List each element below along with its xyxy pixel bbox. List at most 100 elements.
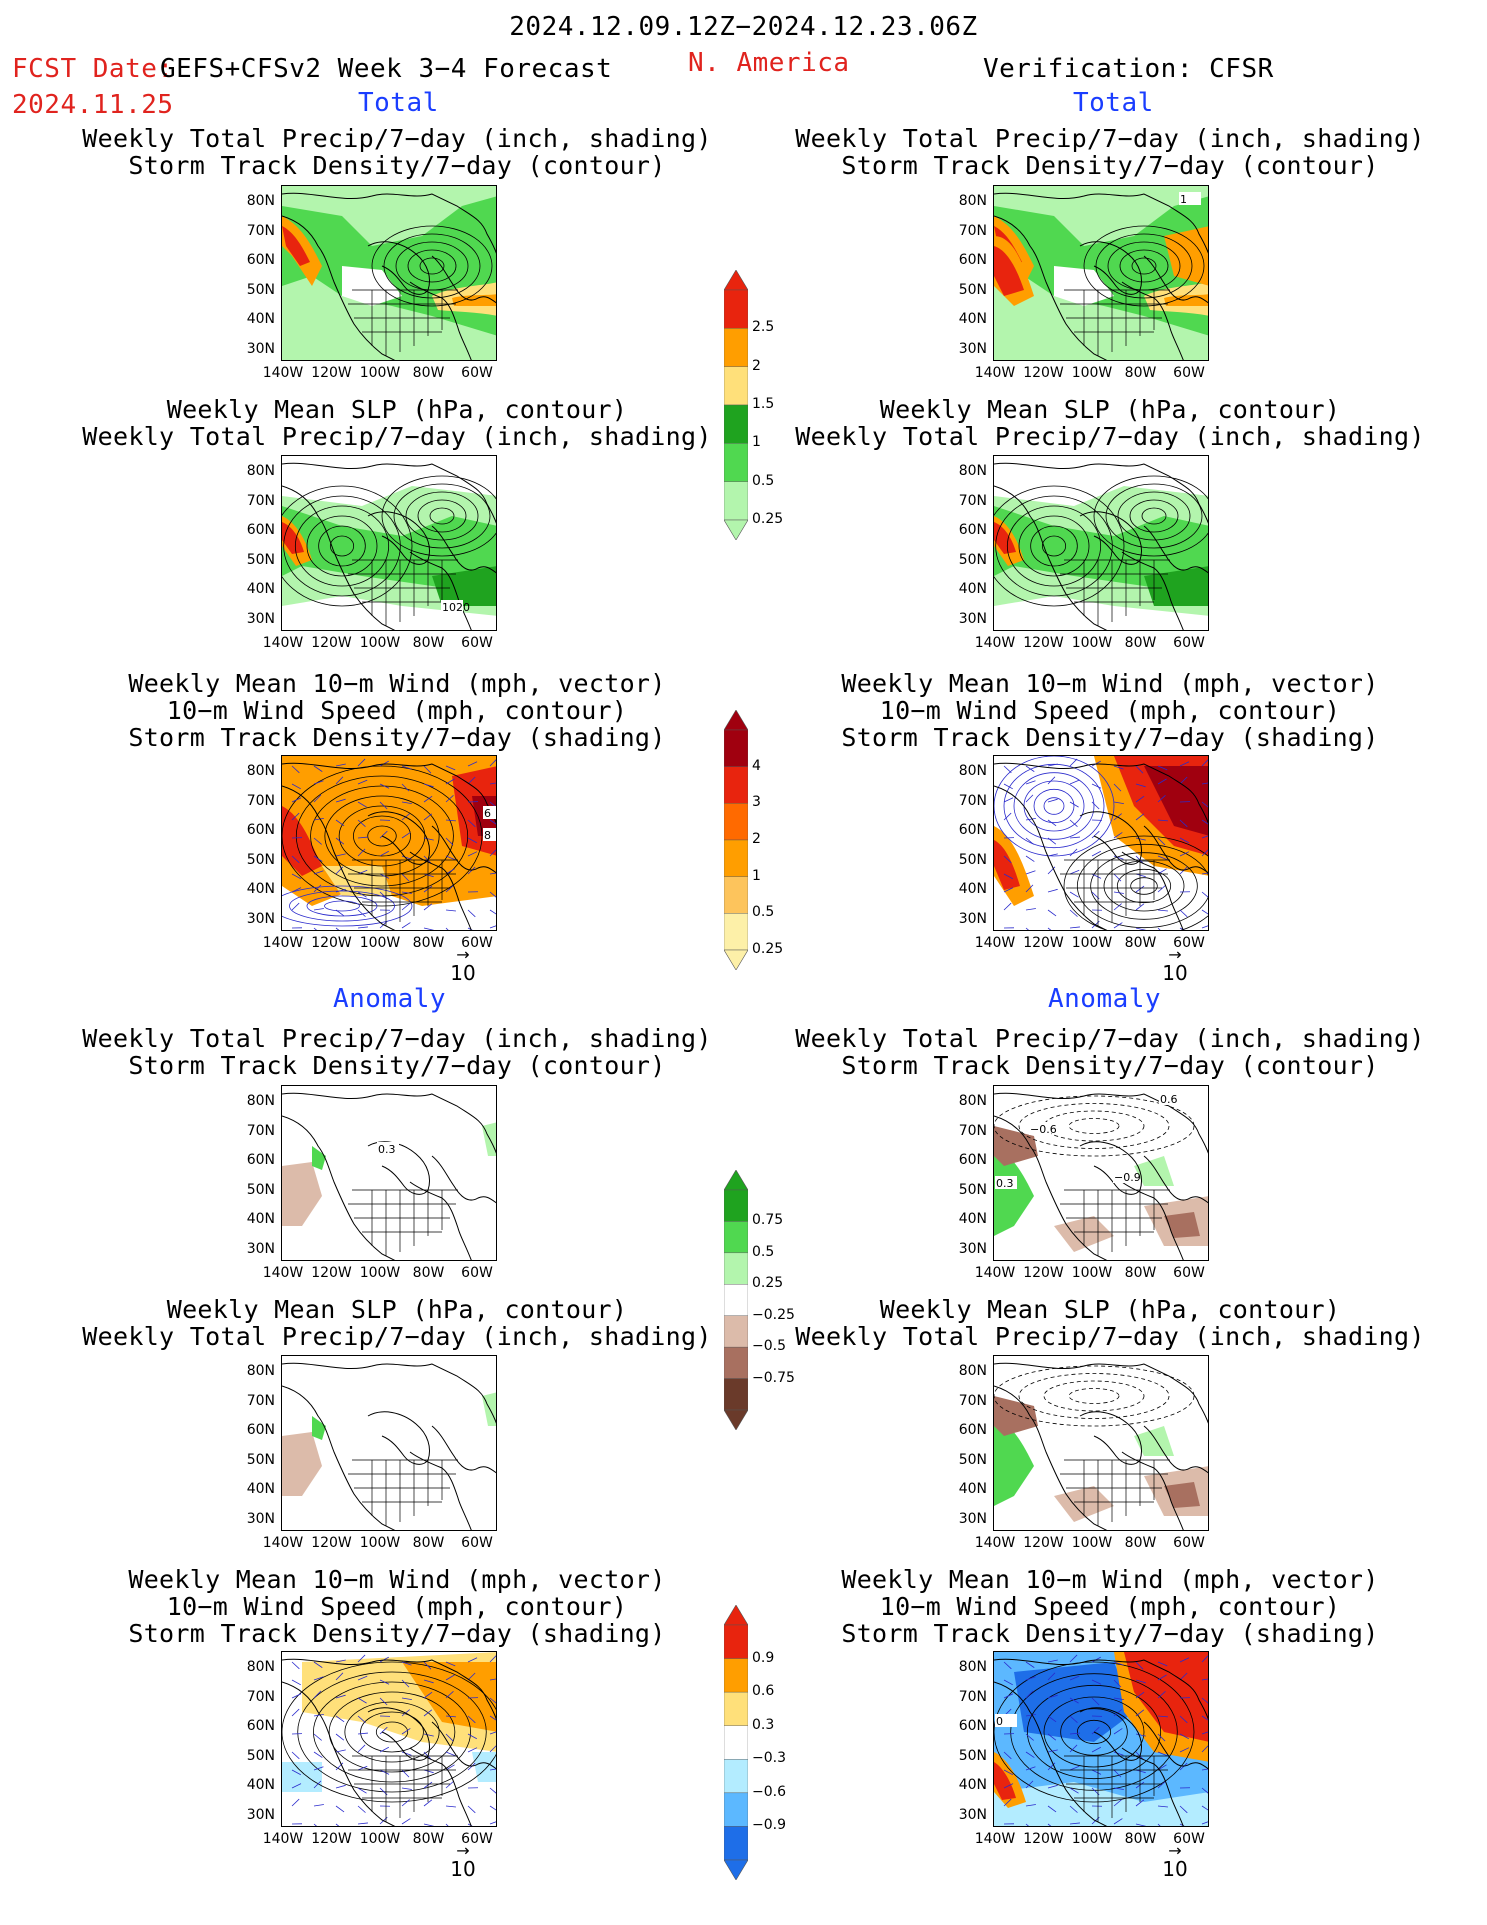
lon-label: 80W	[1124, 1265, 1157, 1281]
colorbar-storm	[724, 710, 748, 970]
lon-label: 100W	[359, 1535, 401, 1551]
map-graphic	[994, 456, 1208, 630]
lat-label: 80N	[958, 193, 987, 209]
panel-title-r2: Weekly Mean SLP (hPa, contour) Weekly Tot…	[710, 396, 1487, 450]
contour-label: 8	[484, 829, 491, 842]
lon-label: 60W	[461, 635, 493, 651]
colorbar-label: 0.25	[752, 941, 784, 957]
lat-label: 70N	[958, 792, 987, 809]
lat-label: 60N	[246, 522, 275, 538]
panel-title-line: Storm Track Density/7−day (contour)	[128, 1051, 666, 1080]
contour-label: −0.9	[1114, 1171, 1141, 1184]
map-graphic: 0.3	[282, 1086, 496, 1260]
section-total-right: Total	[1073, 88, 1154, 118]
lat-label: 30N	[246, 1510, 275, 1527]
panel-title-l5: Weekly Mean SLP (hPa, contour) Weekly Tot…	[0, 1296, 797, 1350]
map-panel-l1	[281, 185, 497, 361]
panel-title-line: Weekly Mean 10−m Wind (mph, vector)	[841, 669, 1379, 698]
lon-label: 140W	[974, 365, 1016, 381]
panel-title-line: 10−m Wind Speed (mph, contour)	[879, 1592, 1341, 1621]
map-graphic	[994, 1356, 1208, 1530]
lat-label: 60N	[958, 522, 987, 538]
colorbar-precip_anom	[724, 1170, 748, 1430]
colorbar-label: 1	[752, 867, 761, 884]
map-panel-r5	[993, 1355, 1209, 1531]
lon-label: 80W	[1124, 1831, 1157, 1847]
panel-title-r1: Weekly Total Precip/7−day (inch, shading…	[710, 125, 1487, 179]
lon-label: 60W	[1173, 365, 1205, 381]
panel-title-line: Weekly Total Precip/7−day (inch, shading…	[82, 124, 712, 153]
lon-label: 100W	[359, 935, 401, 951]
lon-label: 80W	[412, 365, 445, 381]
lat-label: 40N	[246, 881, 275, 897]
lat-label: 40N	[958, 881, 987, 897]
vector-arrow: →	[456, 945, 470, 964]
lat-label: 30N	[246, 340, 275, 357]
colorbar-label: 2	[752, 831, 761, 847]
lat-label: 80N	[958, 1093, 987, 1109]
panel-title-line: Weekly Total Precip/7−day (inch, shading…	[795, 1322, 1425, 1351]
panel-title-l4: Weekly Total Precip/7−day (inch, shading…	[0, 1025, 797, 1079]
colorbar-storm_anom	[724, 1605, 748, 1880]
region-label: N. America	[688, 48, 850, 78]
model-label: GEFS+CFSv2 Week 3−4 Forecast	[160, 54, 613, 84]
panel-title-line: Storm Track Density/7−day (shading)	[128, 723, 666, 752]
lon-label: 140W	[974, 1535, 1016, 1551]
panel-title-line: Weekly Total Precip/7−day (inch, shading…	[795, 1024, 1425, 1053]
lat-label: 40N	[246, 1481, 275, 1497]
panel-title-line: Storm Track Density/7−day (contour)	[841, 1051, 1379, 1080]
lat-label: 40N	[958, 1481, 987, 1497]
lat-label: 50N	[958, 1451, 987, 1468]
colorbar-label: 2.5	[752, 319, 775, 336]
lon-label: 100W	[1071, 935, 1113, 951]
colorbar-label: 2	[752, 357, 761, 374]
panel-title-line: Weekly Total Precip/7−day (inch, shading…	[82, 422, 712, 451]
panel-title-line: Weekly Mean SLP (hPa, contour)	[166, 1295, 628, 1324]
map-panel-l2: 1020	[281, 455, 497, 631]
lon-label: 140W	[262, 365, 304, 381]
panel-title-line: Storm Track Density/7−day (shading)	[841, 1619, 1379, 1648]
lat-label: 30N	[958, 910, 987, 927]
lon-label: 80W	[412, 1535, 445, 1551]
colorbar-label: −0.5	[752, 1338, 786, 1355]
colorbar-label: 0.9	[752, 1649, 775, 1666]
map-panel-r3	[993, 755, 1209, 931]
panel-title-line: Weekly Mean SLP (hPa, contour)	[879, 1295, 1341, 1324]
lat-label: 60N	[958, 1718, 987, 1734]
contour-label: 1	[1180, 193, 1187, 206]
lat-label: 60N	[246, 252, 275, 268]
lat-label: 50N	[246, 1747, 275, 1764]
map-graphic	[282, 186, 496, 360]
colorbar-label: 0.5	[752, 904, 775, 921]
section-anomaly-left: Anomaly	[333, 984, 447, 1014]
lon-label: 80W	[1124, 935, 1157, 951]
lat-label: 50N	[246, 281, 275, 298]
lat-label: 70N	[958, 222, 987, 239]
lat-label: 70N	[246, 492, 275, 509]
lat-label: 70N	[246, 222, 275, 239]
lon-label: 120W	[1023, 1535, 1064, 1551]
colorbar-label: 1.5	[752, 396, 775, 412]
lon-label: 80W	[1124, 365, 1157, 381]
lon-label: 120W	[1023, 935, 1064, 951]
lat-label: 80N	[246, 463, 275, 479]
lat-label: 70N	[246, 792, 275, 809]
lon-label: 120W	[311, 935, 352, 951]
vector-arrow: →	[1168, 1841, 1182, 1860]
panel-title-line: Weekly Total Precip/7−day (inch, shading…	[795, 422, 1425, 451]
lat-label: 60N	[246, 1422, 275, 1438]
lat-label: 30N	[958, 1806, 987, 1823]
lat-label: 70N	[246, 1392, 275, 1409]
lat-label: 50N	[958, 1181, 987, 1198]
lon-label: 80W	[1124, 1535, 1157, 1551]
lat-label: 40N	[958, 581, 987, 597]
lon-label: 80W	[412, 1831, 445, 1847]
lat-label: 30N	[246, 610, 275, 627]
lon-label: 140W	[974, 1831, 1016, 1847]
lat-label: 80N	[246, 1363, 275, 1379]
panel-title-r5: Weekly Mean SLP (hPa, contour) Weekly Tot…	[710, 1296, 1487, 1350]
colorbar-label: 0.25	[752, 1275, 784, 1292]
lon-label: 60W	[1173, 635, 1205, 651]
map-panel-r2	[993, 455, 1209, 631]
lat-label: 40N	[246, 581, 275, 597]
